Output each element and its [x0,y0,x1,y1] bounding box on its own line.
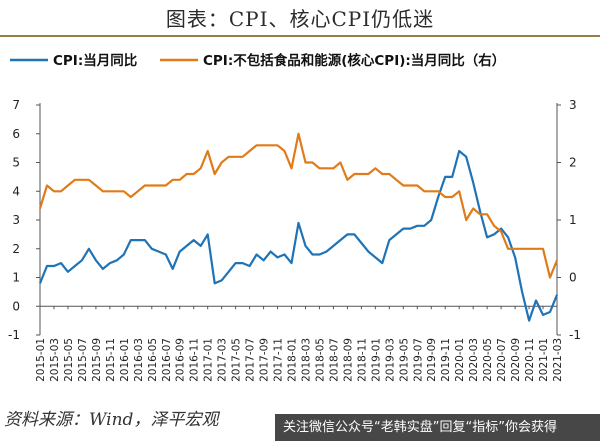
y-left-tick-label: 3 [12,213,20,227]
x-tick-label: 2018-11 [356,338,368,382]
y-left-tick-label: 2 [12,242,20,256]
title-bar: 图表：CPI、核心CPI仍低迷 [0,0,600,37]
x-tick-label: 2015-01 [35,338,47,382]
y-left-tick-label: 4 [12,184,20,198]
x-tick-label: 2016-03 [133,338,145,382]
y-right-tick-label: 2 [569,156,577,170]
y-axis-left-ticks: -1 0 1 2 3 4 5 6 7 [8,98,40,342]
x-tick-label: 2015-07 [77,338,89,382]
y-left-tick-label: -1 [8,328,20,342]
y-right-tick-label: 3 [569,98,577,112]
x-tick-label: 2019-01 [370,338,382,382]
x-tick-label: 2019-09 [426,338,438,382]
x-tick-label: 2015-11 [105,338,117,382]
x-tick-label: 2021-03 [552,338,564,382]
x-tick-label: 2017-03 [217,338,229,382]
x-tick-label: 2017-01 [203,338,215,382]
x-tick-label: 2015-05 [63,338,75,382]
y-left-tick-label: 7 [12,98,20,112]
x-tick-label: 2020-11 [524,338,536,382]
x-tick-label: 2019-05 [398,338,410,382]
x-tick-label: 2019-03 [384,338,396,382]
source-note: 资料来源：Wind，泽平宏观 [4,410,219,430]
x-tick-label: 2021-01 [538,338,550,382]
x-tick-label: 2015-09 [91,338,103,382]
x-tick-label: 2020-03 [468,338,480,382]
y-right-tick-label: 0 [569,271,577,285]
y-right-tick-label: -1 [569,328,581,342]
chart-title: 图表：CPI、核心CPI仍低迷 [165,7,435,31]
x-tick-label: 2016-05 [147,338,159,382]
y-right-tick-label: 1 [569,213,577,227]
x-tick-label: 2016-09 [175,338,187,382]
y-left-tick-label: 1 [12,271,20,285]
x-tick-label: 2015-03 [49,338,61,382]
y-left-tick-label: 0 [12,299,20,313]
x-tick-label: 2016-11 [189,338,201,382]
x-tick-label: 2018-01 [287,338,299,382]
legend: CPI:当月同比 CPI:不包括食品和能源(核心CPI):当月同比（右） [10,52,505,69]
series-line-core-cpi [38,132,559,279]
x-tick-label: 2020-05 [482,338,494,382]
y-left-tick-label: 5 [12,156,20,170]
y-axis-right-ticks: -1 0 1 2 3 [557,98,581,342]
x-tick-label: 2017-09 [259,338,271,382]
wechat-watermark-banner: 关注微信公众号“老韩实盘”回复“指标”你会获得 [275,414,600,441]
y-left-tick-label: 6 [12,127,20,141]
x-tick-label: 2016-01 [119,338,131,382]
x-tick-label: 2017-11 [273,338,285,382]
legend-label: CPI:不包括食品和能源(核心CPI):当月同比（右） [203,52,505,69]
title-divider [0,35,600,37]
x-tick-label: 2019-11 [440,338,452,382]
x-axis-ticks: 2015-01 2015-03 2015-05 2015-07 2015-09 2015-… [35,306,564,382]
x-tick-label: 2018-09 [342,338,354,382]
series-line-cpi [38,149,559,322]
legend-label: CPI:当月同比 [53,52,137,69]
x-tick-label: 2020-09 [510,338,522,382]
series-lines [38,132,559,322]
x-tick-label: 2018-05 [314,338,326,382]
x-tick-label: 2017-07 [245,338,257,382]
x-tick-label: 2018-03 [300,338,312,382]
x-tick-label: 2020-07 [496,338,508,382]
x-tick-label: 2020-01 [454,338,466,382]
x-tick-label: 2017-05 [231,338,243,382]
chart: CPI:当月同比 CPI:不包括食品和能源(核心CPI):当月同比（右） -1 0 1… [8,52,581,382]
x-tick-label: 2016-07 [161,338,173,382]
x-tick-label: 2019-07 [412,338,424,382]
x-tick-label: 2018-07 [328,338,340,382]
